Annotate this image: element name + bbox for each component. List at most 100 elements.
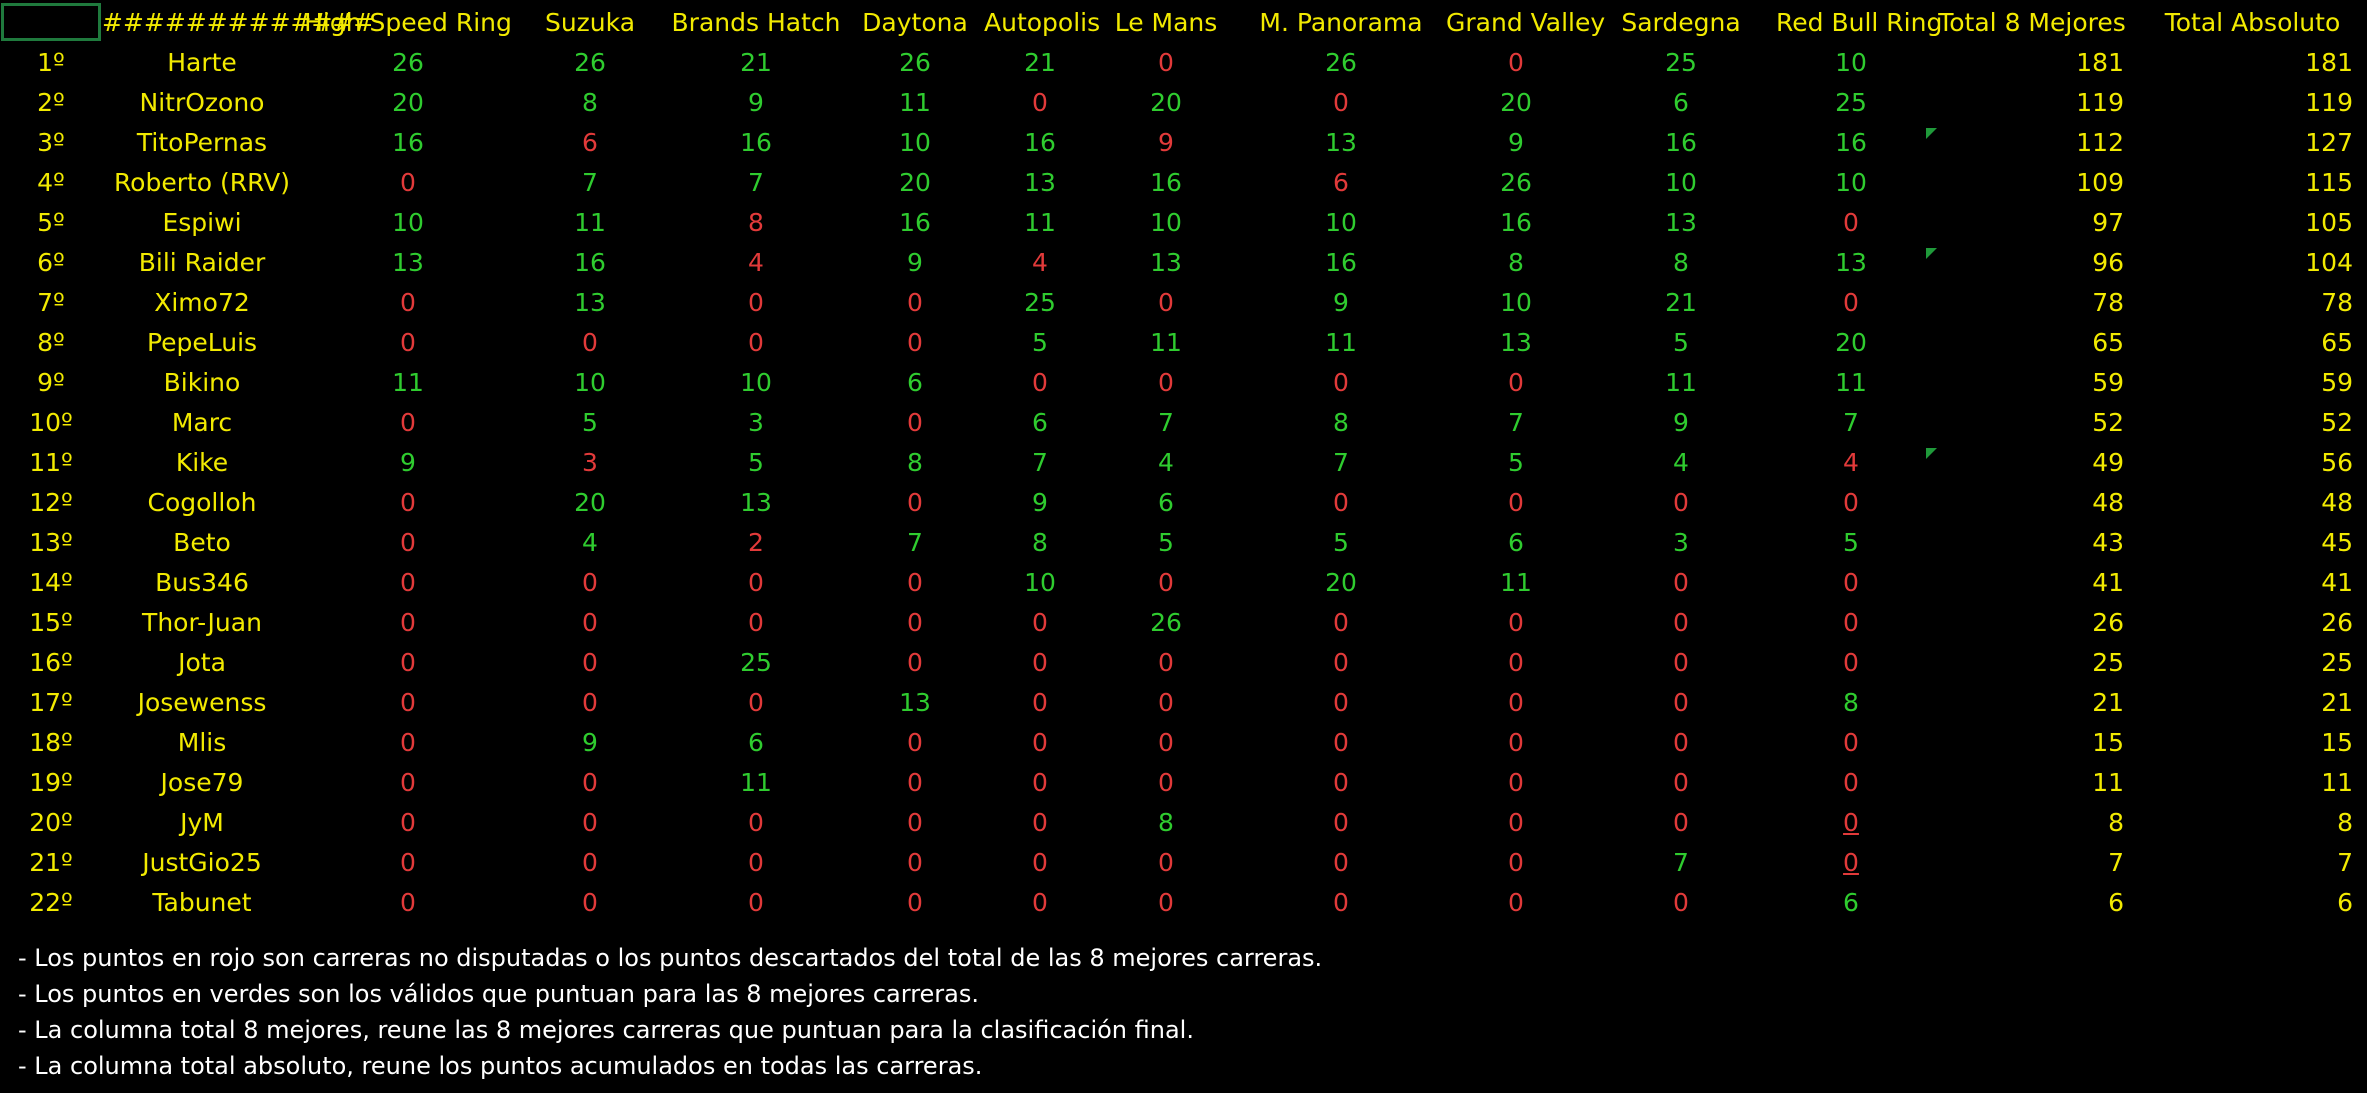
score-cell[interactable]: 10 bbox=[514, 362, 666, 402]
position-cell[interactable]: 15º bbox=[29, 607, 73, 637]
score-cell[interactable]: 0 bbox=[1096, 722, 1236, 762]
score-cell[interactable]: 7 bbox=[514, 162, 666, 202]
score-cell[interactable]: 3 bbox=[666, 402, 846, 442]
score-cell[interactable]: 10 bbox=[1776, 162, 1926, 202]
score-cell[interactable]: 9 bbox=[1446, 122, 1586, 162]
score-cell[interactable]: 25 bbox=[666, 642, 846, 682]
score-cell[interactable]: 0 bbox=[666, 842, 846, 882]
score-cell[interactable]: 0 bbox=[666, 602, 846, 642]
score-cell[interactable]: 0 bbox=[302, 562, 514, 602]
score-cell[interactable]: 20 bbox=[514, 482, 666, 522]
score-cell[interactable]: 10 bbox=[1586, 162, 1776, 202]
score-cell[interactable]: 0 bbox=[302, 162, 514, 202]
total-best8-cell[interactable]: 48 bbox=[2092, 487, 2124, 517]
total-absolute-cell[interactable]: 65 bbox=[2321, 327, 2353, 357]
score-cell[interactable]: 0 bbox=[846, 482, 984, 522]
total-best8-cell[interactable]: 25 bbox=[2092, 647, 2124, 677]
driver-cell[interactable]: Cogolloh bbox=[147, 487, 257, 517]
position-cell[interactable]: 1º bbox=[37, 47, 65, 77]
position-cell[interactable]: 11º bbox=[29, 447, 73, 477]
score-cell[interactable]: 26 bbox=[1096, 602, 1236, 642]
score-cell[interactable]: 0 bbox=[302, 722, 514, 762]
score-cell[interactable]: 0 bbox=[1096, 682, 1236, 722]
score-cell[interactable]: 7 bbox=[846, 522, 984, 562]
total-absolute-cell[interactable]: 25 bbox=[2321, 647, 2353, 677]
score-cell[interactable]: 0 bbox=[984, 82, 1096, 122]
total-best8-cell[interactable]: 15 bbox=[2092, 727, 2124, 757]
driver-cell[interactable]: Bikino bbox=[163, 367, 241, 397]
score-cell[interactable]: 0 bbox=[666, 322, 846, 362]
score-cell[interactable]: 25 bbox=[1776, 82, 1926, 122]
score-cell[interactable]: 0 bbox=[1776, 802, 1926, 842]
score-cell[interactable]: 0 bbox=[1096, 562, 1236, 602]
score-cell[interactable]: 0 bbox=[514, 762, 666, 802]
total-best8-cell[interactable]: 52 bbox=[2092, 407, 2124, 437]
score-cell[interactable]: 0 bbox=[846, 562, 984, 602]
score-cell[interactable]: 0 bbox=[846, 722, 984, 762]
score-cell[interactable]: 0 bbox=[1446, 362, 1586, 402]
score-cell[interactable]: 8 bbox=[1586, 242, 1776, 282]
score-cell[interactable]: 0 bbox=[1446, 762, 1586, 802]
score-cell[interactable]: 6 bbox=[1236, 162, 1446, 202]
score-cell[interactable]: 0 bbox=[1236, 602, 1446, 642]
total-best8-cell[interactable]: 112 bbox=[1926, 122, 2138, 162]
total-best8-cell[interactable]: 41 bbox=[2092, 567, 2124, 597]
score-cell[interactable]: 0 bbox=[846, 642, 984, 682]
header-total-best8[interactable]: Total 8 Mejores bbox=[1938, 7, 2126, 37]
score-cell[interactable]: 0 bbox=[1586, 602, 1776, 642]
score-cell[interactable]: 20 bbox=[1096, 82, 1236, 122]
score-cell[interactable]: 0 bbox=[846, 842, 984, 882]
driver-cell[interactable]: Tabunet bbox=[152, 887, 252, 917]
driver-cell[interactable]: Josewenss bbox=[137, 687, 267, 717]
score-cell[interactable]: 4 bbox=[1586, 442, 1776, 482]
score-cell[interactable]: 0 bbox=[984, 762, 1096, 802]
score-cell[interactable]: 0 bbox=[1776, 202, 1926, 242]
score-cell[interactable]: 0 bbox=[1096, 842, 1236, 882]
score-cell[interactable]: 0 bbox=[846, 882, 984, 922]
total-absolute-cell[interactable]: 41 bbox=[2321, 567, 2353, 597]
score-cell[interactable]: 13 bbox=[984, 162, 1096, 202]
score-cell[interactable]: 0 bbox=[666, 282, 846, 322]
score-cell[interactable]: 0 bbox=[984, 842, 1096, 882]
header-driver[interactable]: ############# bbox=[102, 7, 375, 37]
score-cell[interactable]: 8 bbox=[1446, 242, 1586, 282]
header-total-absolute[interactable]: Total Absoluto bbox=[2164, 7, 2341, 37]
score-cell[interactable]: 0 bbox=[1096, 42, 1236, 82]
score-cell[interactable]: 16 bbox=[1096, 162, 1236, 202]
driver-cell[interactable]: PepeLuis bbox=[146, 327, 258, 357]
score-cell[interactable]: 11 bbox=[984, 202, 1096, 242]
score-cell[interactable]: 10 bbox=[1776, 42, 1926, 82]
score-cell[interactable]: 4 bbox=[1776, 442, 1926, 482]
score-cell[interactable]: 0 bbox=[984, 602, 1096, 642]
total-best8-cell[interactable]: 49 bbox=[1926, 442, 2138, 482]
score-cell[interactable]: 5 bbox=[1586, 322, 1776, 362]
score-cell[interactable]: 0 bbox=[1236, 762, 1446, 802]
score-cell[interactable]: 0 bbox=[302, 322, 514, 362]
score-cell[interactable]: 5 bbox=[1776, 522, 1926, 562]
score-cell[interactable]: 25 bbox=[1586, 42, 1776, 82]
score-cell[interactable]: 26 bbox=[514, 42, 666, 82]
score-cell[interactable]: 0 bbox=[1776, 642, 1926, 682]
score-cell[interactable]: 0 bbox=[846, 322, 984, 362]
position-cell[interactable]: 3º bbox=[37, 127, 65, 157]
total-absolute-cell[interactable]: 127 bbox=[2305, 127, 2353, 157]
header-race[interactable]: Daytona bbox=[862, 7, 968, 37]
score-cell[interactable]: 6 bbox=[1776, 882, 1926, 922]
score-cell[interactable]: 5 bbox=[666, 442, 846, 482]
score-cell[interactable]: 8 bbox=[1776, 682, 1926, 722]
total-best8-cell[interactable]: 11 bbox=[2092, 767, 2124, 797]
score-cell[interactable]: 0 bbox=[1446, 802, 1586, 842]
score-cell[interactable]: 25 bbox=[984, 282, 1096, 322]
score-cell[interactable]: 0 bbox=[1446, 882, 1586, 922]
score-cell[interactable]: 0 bbox=[666, 682, 846, 722]
total-absolute-cell[interactable]: 15 bbox=[2321, 727, 2353, 757]
score-cell[interactable]: 16 bbox=[302, 122, 514, 162]
score-cell[interactable]: 0 bbox=[1776, 562, 1926, 602]
score-cell[interactable]: 0 bbox=[514, 842, 666, 882]
score-cell[interactable]: 7 bbox=[1096, 402, 1236, 442]
score-cell[interactable]: 13 bbox=[666, 482, 846, 522]
score-cell[interactable]: 7 bbox=[1586, 842, 1776, 882]
total-best8-cell[interactable]: 97 bbox=[2092, 207, 2124, 237]
score-cell[interactable]: 16 bbox=[1586, 122, 1776, 162]
position-cell[interactable]: 21º bbox=[29, 847, 73, 877]
